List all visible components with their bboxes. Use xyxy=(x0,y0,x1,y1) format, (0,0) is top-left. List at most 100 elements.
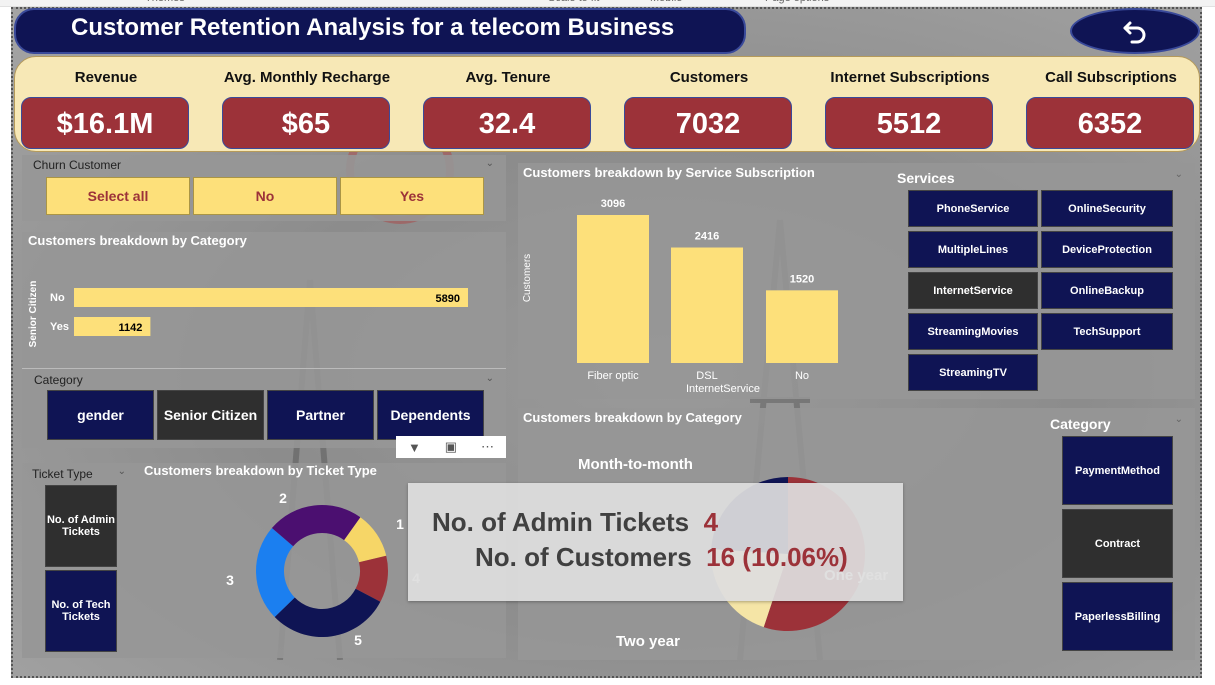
services-slicer: Services ⌄ PhoneService OnlineSecurity M… xyxy=(885,163,1195,399)
bar-no xyxy=(766,290,838,363)
data-label: 5890 xyxy=(436,293,460,305)
kpi-label: Call Subscriptions xyxy=(1045,69,1177,86)
donut-slice-1 xyxy=(344,517,387,563)
ribbon-bar: Themes Scale to fit Mobile Page options xyxy=(0,0,1215,7)
kpi-card-avg-recharge: Avg. Monthly Recharge $65 xyxy=(222,57,392,153)
slicer-option-no[interactable]: No xyxy=(193,177,337,215)
data-label: 1520 xyxy=(790,273,814,285)
category2-option-contract[interactable]: Contract xyxy=(1062,509,1173,578)
category-option-partner[interactable]: Partner xyxy=(267,390,374,440)
kpi-card-internet-subs: Internet Subscriptions 5512 xyxy=(825,57,995,153)
focus-mode-icon[interactable]: ▣ xyxy=(444,439,458,454)
donut-slice-2 xyxy=(271,505,361,547)
kpi-card-call-subs: Call Subscriptions 6352 xyxy=(1026,57,1196,153)
kpi-value: $16.1M xyxy=(21,97,189,149)
kpi-value: 6352 xyxy=(1026,97,1194,149)
category-label: Yes xyxy=(50,321,69,333)
report-title: Customer Retention Analysis for a teleco… xyxy=(14,8,746,54)
chart-tooltip: No. of Admin Tickets 4 No. of Customers … xyxy=(408,483,903,601)
data-label: 1142 xyxy=(119,322,143,334)
category2-option-paymentmethod[interactable]: PaymentMethod xyxy=(1062,436,1173,505)
category-option-gender[interactable]: gender xyxy=(47,390,154,440)
slicer-option-select-all[interactable]: Select all xyxy=(46,177,190,215)
category-label: No xyxy=(50,292,65,304)
bar-yes xyxy=(74,317,151,336)
ticket-option-tech[interactable]: No. of Tech Tickets xyxy=(45,570,117,652)
ticket-option-admin[interactable]: No. of Admin Tickets xyxy=(45,485,117,567)
undo-icon xyxy=(1123,21,1146,44)
tooltip-row-admin-tickets: No. of Admin Tickets 4 xyxy=(432,507,718,538)
more-options-icon[interactable]: ⋯ xyxy=(481,439,495,454)
ribbon-item-scale[interactable]: Scale to fit xyxy=(548,0,599,4)
tooltip-value: 4 xyxy=(703,507,719,537)
category-slicer-title: Category xyxy=(34,373,83,387)
category-option-senior-citizen[interactable]: Senior Citizen xyxy=(157,390,264,440)
divider xyxy=(22,368,506,369)
service-option-multiplelines[interactable]: MultipleLines xyxy=(908,231,1038,268)
bar-dsl xyxy=(671,247,743,363)
ribbon-item-themes[interactable]: Themes xyxy=(145,0,185,4)
tick-label: DSL xyxy=(696,370,717,382)
visual-header-toolbar: ▼ ▣ ⋯ xyxy=(396,436,506,458)
category-slicer-2-title: Category xyxy=(1050,416,1111,432)
axis-label-x: InternetService xyxy=(686,383,760,395)
chevron-down-icon[interactable]: ⌄ xyxy=(117,466,126,477)
kpi-value: 32.4 xyxy=(423,97,591,149)
filter-icon[interactable]: ▼ xyxy=(407,439,421,455)
bar-no xyxy=(74,288,468,307)
data-label: 2416 xyxy=(695,231,719,243)
service-option-onlinebackup[interactable]: OnlineBackup xyxy=(1041,272,1173,309)
slice-label: 5 xyxy=(354,632,362,648)
chart-title: Customers breakdown by Category xyxy=(523,410,742,425)
kpi-value: 7032 xyxy=(624,97,792,149)
service-option-phoneservice[interactable]: PhoneService xyxy=(908,190,1038,227)
tick-label: Fiber optic xyxy=(587,370,639,382)
senior-citizen-bar-chart: Senior Citizen No 5890 Yes 1142 xyxy=(28,281,468,348)
service-option-streamingmovies[interactable]: StreamingMovies xyxy=(908,313,1038,350)
bar-fiber-optic xyxy=(577,215,649,363)
churn-slicer-title: Churn Customer xyxy=(33,158,122,172)
chevron-down-icon[interactable]: ⌄ xyxy=(485,373,494,384)
data-label: 3096 xyxy=(601,198,625,210)
kpi-value: 5512 xyxy=(825,97,993,149)
slice-label: 3 xyxy=(226,572,234,588)
ticket-type-donut-chart: 12345 xyxy=(226,490,420,648)
tooltip-value: 16 (10.06%) xyxy=(706,542,848,572)
kpi-card-customers: Customers 7032 xyxy=(624,57,794,153)
kpi-band: Revenue $16.1M Avg. Monthly Recharge $65… xyxy=(14,56,1200,152)
ribbon-item-mobile[interactable]: Mobile xyxy=(650,0,682,4)
category-chart-panel: Customers breakdown by Category Senior C… xyxy=(22,232,506,448)
category2-option-paperlessbilling[interactable]: PaperlessBilling xyxy=(1062,582,1173,651)
service-option-streamingtv[interactable]: StreamingTV xyxy=(908,354,1038,391)
slice-label: Month-to-month xyxy=(578,456,693,473)
service-option-onlinesecurity[interactable]: OnlineSecurity xyxy=(1041,190,1173,227)
chevron-down-icon[interactable]: ⌄ xyxy=(1174,414,1183,425)
slice-label: Two year xyxy=(616,633,680,650)
kpi-label: Customers xyxy=(669,69,749,86)
service-chart-panel: Customers breakdown by Service Subscript… xyxy=(518,163,885,399)
category-option-dependents[interactable]: Dependents xyxy=(377,390,484,440)
slicer-option-yes[interactable]: Yes xyxy=(340,177,484,215)
chevron-down-icon[interactable]: ⌄ xyxy=(1174,169,1183,180)
service-option-deviceprotection[interactable]: DeviceProtection xyxy=(1041,231,1173,268)
kpi-value: $65 xyxy=(222,97,390,149)
axis-label-y: Customers xyxy=(522,254,533,302)
churn-slicer: Churn Customer ⌄ Select all No Yes xyxy=(22,155,506,221)
axis-label-y: Senior Citizen xyxy=(28,281,39,348)
service-option-internetservice[interactable]: InternetService xyxy=(908,272,1038,309)
service-option-techsupport[interactable]: TechSupport xyxy=(1041,313,1173,350)
kpi-card-revenue: Revenue $16.1M xyxy=(21,57,191,153)
slice-label: 1 xyxy=(396,516,404,532)
donut-slice-3 xyxy=(256,527,295,618)
tooltip-label: No. of Admin Tickets xyxy=(432,507,690,537)
donut-slice-5 xyxy=(274,588,381,637)
kpi-label: Internet Subscriptions xyxy=(830,69,990,86)
chart-title: Customers breakdown by Service Subscript… xyxy=(523,165,815,180)
kpi-label: Revenue xyxy=(74,69,138,86)
ribbon-item-page-options[interactable]: Page options xyxy=(765,0,829,4)
tick-label: No xyxy=(795,370,809,382)
back-button[interactable] xyxy=(1070,8,1200,54)
donut-slice-4 xyxy=(355,555,388,602)
chevron-down-icon[interactable]: ⌄ xyxy=(485,158,494,169)
ticket-slicer-title: Ticket Type xyxy=(32,467,93,481)
